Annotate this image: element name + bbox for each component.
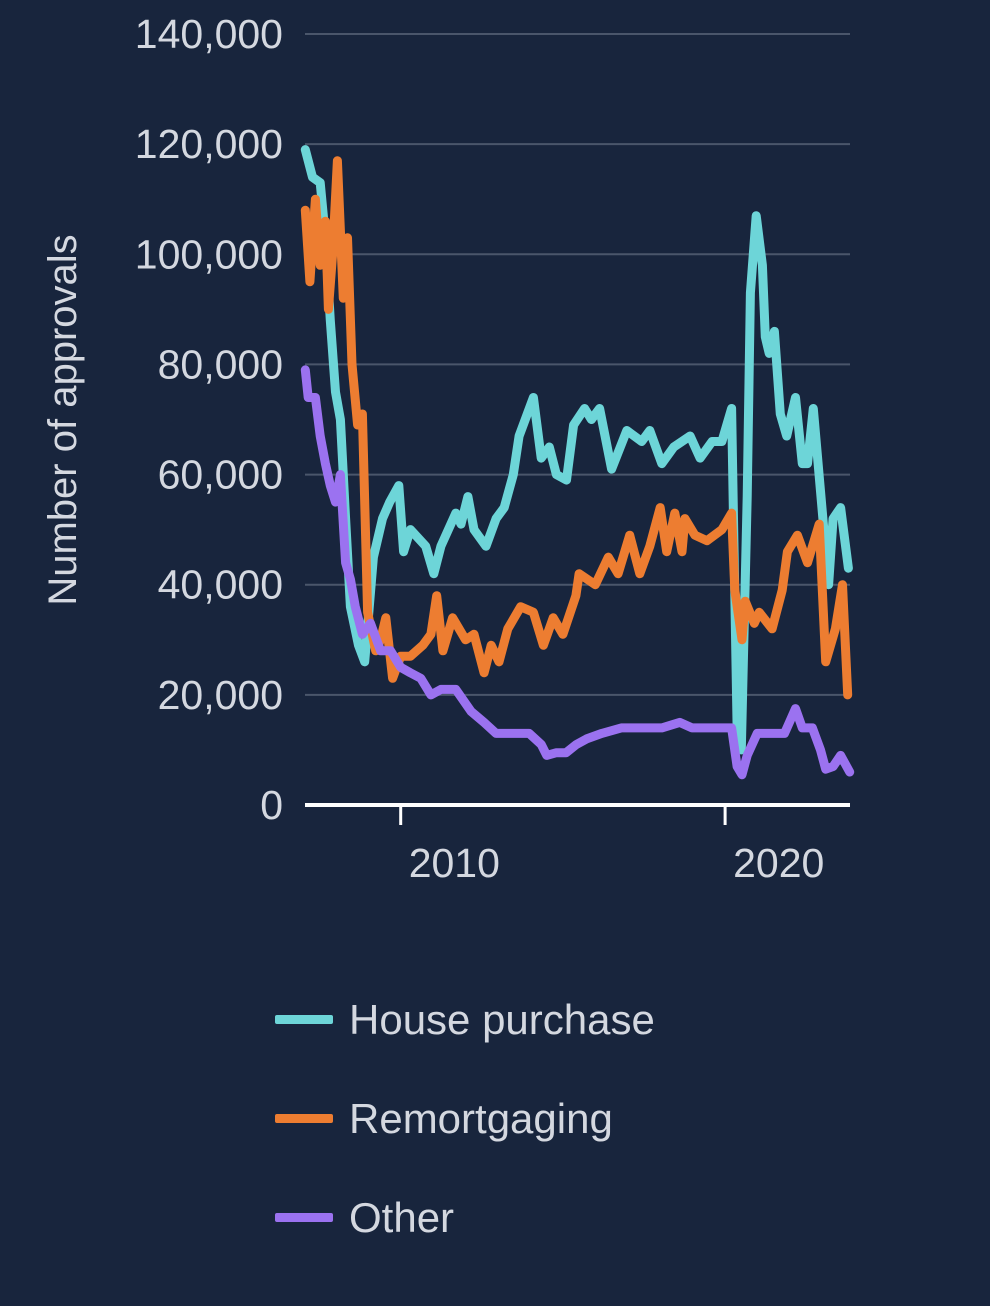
- chart: 0 20,000 40,000 60,000 80,000 100,000 120,000 1…: [41, 11, 855, 886]
- legend-label: House purchase: [349, 995, 655, 1043]
- x-tick-label: 2010: [409, 840, 500, 886]
- series-lines: [300, 145, 855, 780]
- legend-item-remortgaging[interactable]: Remortgaging: [275, 1069, 655, 1168]
- legend-swatch: [275, 1114, 333, 1123]
- legend-label: Other: [349, 1193, 455, 1241]
- y-tick-label: 40,000: [158, 562, 283, 608]
- y-tick-label: 20,000: [158, 672, 283, 718]
- series-line-house-purchase: [300, 145, 853, 755]
- series-line-remortgaging: [300, 156, 853, 700]
- x-tick-label: 2020: [733, 840, 824, 886]
- y-tick-label: 100,000: [135, 231, 283, 277]
- x-axis-ticks: 2010 2020: [399, 805, 824, 886]
- legend-item-other[interactable]: Other: [275, 1168, 655, 1267]
- series-line-other: [300, 365, 855, 780]
- y-tick-label: 80,000: [158, 341, 283, 387]
- y-axis-ticks: 0 20,000 40,000 60,000 80,000 100,000 120,000 1…: [135, 11, 283, 828]
- y-tick-label: 120,000: [135, 121, 283, 167]
- legend-item-house-purchase[interactable]: House purchase: [275, 970, 655, 1069]
- y-tick-label: 0: [260, 782, 283, 828]
- gridlines: [305, 33, 850, 696]
- legend: House purchase Remortgaging Other: [275, 970, 655, 1267]
- legend-label: Remortgaging: [349, 1094, 613, 1142]
- y-tick-label: 140,000: [135, 11, 283, 57]
- legend-swatch: [275, 1213, 333, 1222]
- legend-swatch: [275, 1015, 333, 1024]
- y-axis-label: Number of approvals: [41, 234, 85, 605]
- y-tick-label: 60,000: [158, 452, 283, 498]
